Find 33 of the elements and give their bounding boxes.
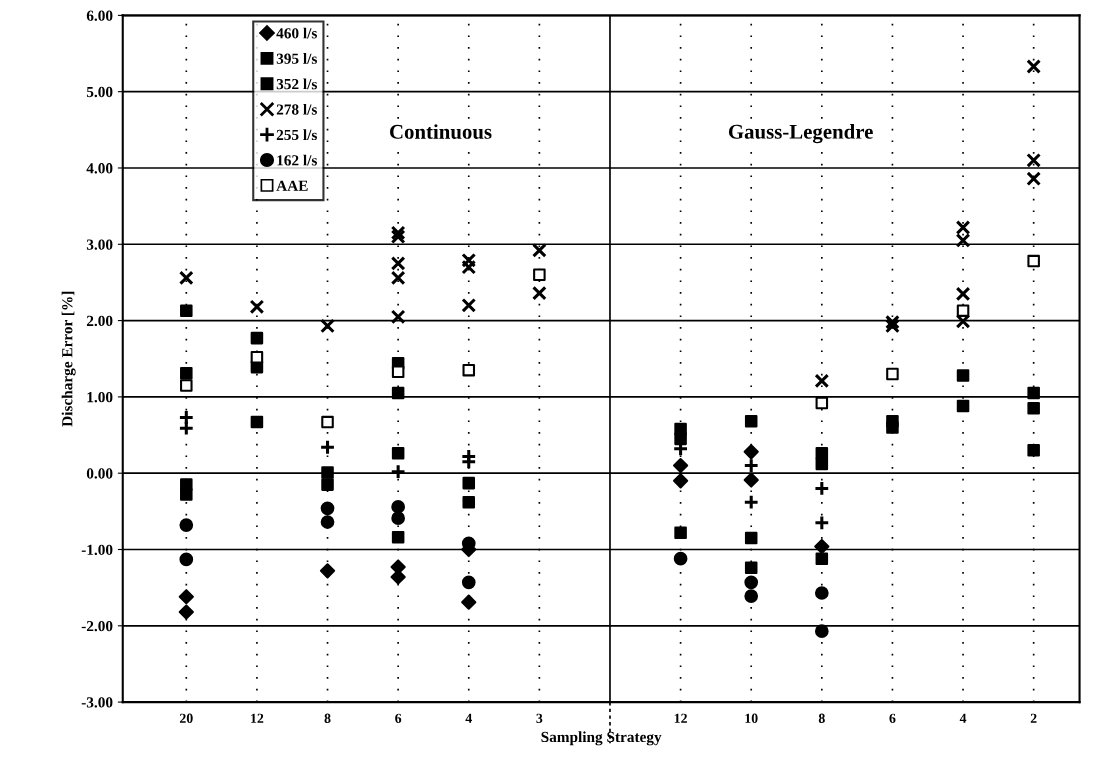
y-tick-label: 5.00 <box>86 86 113 98</box>
x-tick-label: 10 <box>745 713 758 723</box>
x-tick-label: 12 <box>251 713 264 723</box>
y-tick-label: 3.00 <box>86 239 113 250</box>
x-axis-title: Sampling Strategy <box>541 731 662 746</box>
legend-label: 395 l/s <box>276 53 317 64</box>
annotation: Gauss-Legendre <box>728 124 873 144</box>
y-tick-label: 1.00 <box>87 392 113 403</box>
legend-label: 460 l/s <box>276 27 317 39</box>
x-tick-label: 6 <box>889 713 896 723</box>
legend-label: 255 l/s <box>276 129 317 141</box>
x-tick-label: 4 <box>959 713 967 723</box>
y-tick-label: 4.00 <box>86 163 113 174</box>
annotation: Continuous <box>390 124 492 139</box>
x-tick-label: 4 <box>465 713 472 723</box>
x-tick-label: 12 <box>674 713 687 723</box>
x-tick-label: 2 <box>1030 713 1037 723</box>
x-tick-label: 20 <box>179 713 193 723</box>
legend-label: 278 l/s <box>276 103 317 115</box>
x-tick-label: 6 <box>395 713 402 723</box>
y-tick-label: -2.00 <box>81 620 113 632</box>
y-tick-label: -1.00 <box>81 544 113 556</box>
legend-label: 352 l/s <box>276 78 317 90</box>
legend-label: AAE <box>276 180 308 191</box>
legend-label: 162 l/s <box>277 154 317 166</box>
x-tick-label: 8 <box>818 713 825 723</box>
x-tick-label: 8 <box>324 713 331 723</box>
y-tick-label: -3.00 <box>81 697 113 708</box>
y-tick-label: 0.00 <box>86 468 113 479</box>
y-axis-title: Discharge Error [%] <box>61 291 76 427</box>
x-tick-label: 3 <box>536 713 543 723</box>
y-tick-label: 2.00 <box>86 315 113 327</box>
y-tick-label: 6.00 <box>86 10 113 21</box>
